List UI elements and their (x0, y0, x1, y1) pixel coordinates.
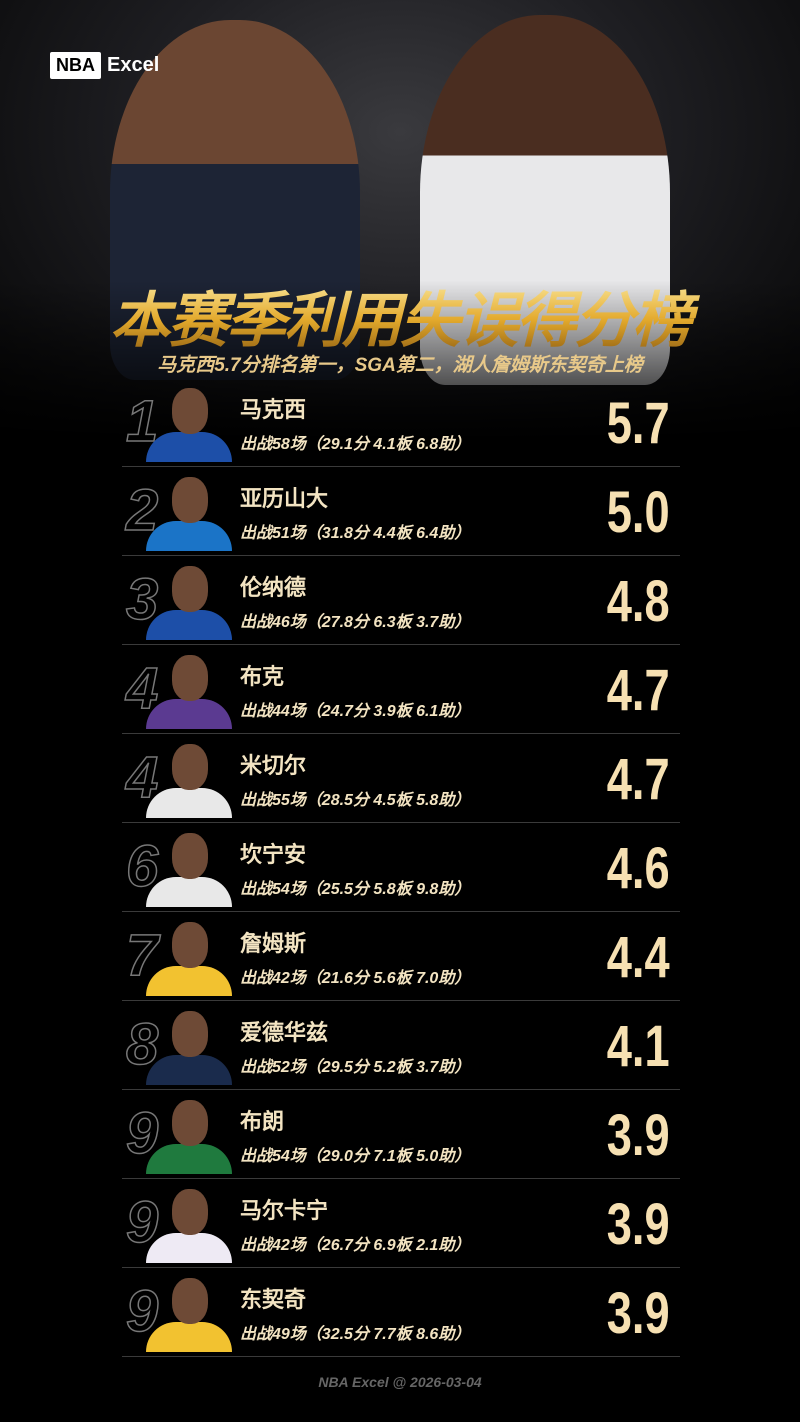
player-stats: 出战52场（29.5分 5.2板 3.7助） (240, 1059, 471, 1076)
ranking-row: 9 东契奇 出战49场（32.5分 7.7板 8.6助） 3.9 (122, 1268, 680, 1357)
player-avatar (144, 918, 234, 996)
player-avatar (144, 1007, 234, 1085)
player-avatar (144, 1096, 234, 1174)
ranking-row: 9 马尔卡宁 出战42场（26.7分 6.9板 2.1助） 3.9 (122, 1179, 680, 1268)
player-stats: 出战51场（31.8分 4.4板 6.4助） (240, 525, 471, 542)
player-name: 马克西 (240, 397, 307, 422)
turnover-points-value: 4.4 (607, 925, 670, 990)
player-avatar (144, 829, 234, 907)
player-stats: 出战55场（28.5分 4.5板 5.8助） (240, 792, 471, 809)
ranking-row: 7 詹姆斯 出战42场（21.6分 5.6板 7.0助） 4.4 (122, 912, 680, 1001)
player-avatar (144, 740, 234, 818)
player-name: 詹姆斯 (240, 931, 307, 956)
player-name: 布朗 (240, 1109, 285, 1134)
page-title: 本赛季利用失误得分榜 (0, 272, 800, 359)
ranking-row: 4 米切尔 出战55场（28.5分 4.5板 5.8助） 4.7 (122, 734, 680, 823)
turnover-points-value: 4.8 (607, 569, 670, 634)
player-name: 坎宁安 (240, 842, 307, 867)
hero-image (0, 0, 800, 440)
player-name: 布克 (240, 664, 285, 689)
turnover-points-value: 5.0 (607, 480, 670, 545)
player-name: 伦纳德 (240, 575, 307, 600)
ranking-row: 2 亚历山大 出战51场（31.8分 4.4板 6.4助） 5.0 (122, 467, 680, 556)
player-avatar (144, 473, 234, 551)
player-stats: 出战54场（25.5分 5.8板 9.8助） (240, 881, 471, 898)
page-subtitle: 马克西5.7分排名第一，SGA第二，湖人詹姆斯东契奇上榜 (157, 355, 643, 376)
brand-logo: NBA Excel (50, 52, 159, 79)
turnover-points-value: 4.7 (607, 658, 670, 723)
player-avatar (144, 384, 234, 462)
ranking-row: 1 马克西 出战58场（29.1分 4.1板 6.8助） 5.7 (122, 378, 680, 467)
ranking-row: 3 伦纳德 出战46场（27.8分 6.3板 3.7助） 4.8 (122, 556, 680, 645)
turnover-points-value: 4.1 (607, 1014, 670, 1079)
player-stats: 出战42场（26.7分 6.9板 2.1助） (240, 1237, 471, 1254)
turnover-points-value: 3.9 (607, 1103, 670, 1168)
player-name: 东契奇 (240, 1287, 307, 1312)
player-stats: 出战42场（21.6分 5.6板 7.0助） (240, 970, 471, 987)
player-name: 马尔卡宁 (240, 1198, 329, 1223)
turnover-points-value: 3.9 (607, 1192, 670, 1257)
player-stats: 出战46场（27.8分 6.3板 3.7助） (240, 614, 471, 631)
ranking-row: 9 布朗 出战54场（29.0分 7.1板 5.0助） 3.9 (122, 1090, 680, 1179)
player-name: 爱德华兹 (240, 1020, 329, 1045)
player-avatar (144, 562, 234, 640)
player-stats: 出战44场（24.7分 3.9板 6.1助） (240, 703, 471, 720)
player-stats: 出战49场（32.5分 7.7板 8.6助） (240, 1326, 471, 1343)
turnover-points-value: 3.9 (607, 1281, 670, 1346)
player-avatar (144, 1274, 234, 1352)
turnover-points-value: 5.7 (607, 391, 670, 456)
ranking-list: 1 马克西 出战58场（29.1分 4.1板 6.8助） 5.7 2 亚历山大 出… (122, 378, 680, 1357)
footer-credit: NBA Excel @ 2026-03-04 (318, 1374, 482, 1390)
player-avatar (144, 1185, 234, 1263)
turnover-points-value: 4.7 (607, 747, 670, 812)
player-name: 米切尔 (240, 753, 307, 778)
ranking-row: 4 布克 出战44场（24.7分 3.9板 6.1助） 4.7 (122, 645, 680, 734)
player-name: 亚历山大 (240, 486, 329, 511)
ranking-row: 8 爱德华兹 出战52场（29.5分 5.2板 3.7助） 4.1 (122, 1001, 680, 1090)
player-stats: 出战54场（29.0分 7.1板 5.0助） (240, 1148, 471, 1165)
turnover-points-value: 4.6 (607, 836, 670, 901)
player-stats: 出战58场（29.1分 4.1板 6.8助） (240, 436, 471, 453)
logo-nba: NBA (50, 52, 101, 79)
logo-excel: Excel (107, 54, 160, 76)
ranking-row: 6 坎宁安 出战54场（25.5分 5.8板 9.8助） 4.6 (122, 823, 680, 912)
player-avatar (144, 651, 234, 729)
